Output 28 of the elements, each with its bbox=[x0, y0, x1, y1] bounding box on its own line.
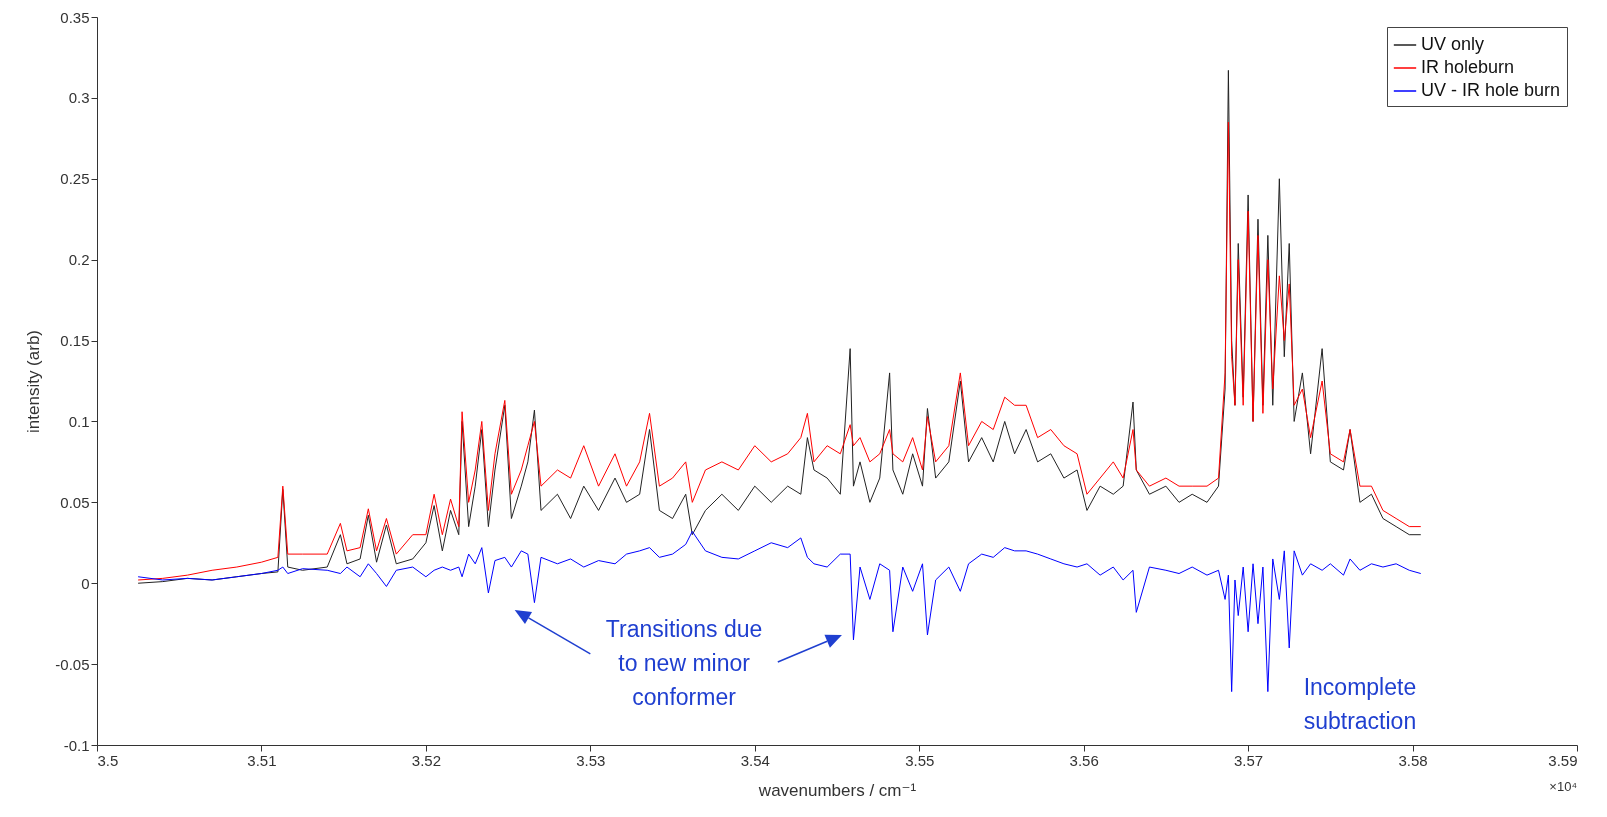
x-tick-label: 3.55 bbox=[905, 751, 935, 769]
x-tick-label: 3.5 bbox=[97, 751, 119, 769]
y-axis-title: intensity (arb) bbox=[24, 330, 44, 433]
y-tick-label: -0.1 bbox=[63, 736, 90, 754]
legend-label: UV - IR hole burn bbox=[1421, 80, 1561, 100]
y-tick-label: 0.15 bbox=[60, 332, 90, 350]
y-tick-label: 0.3 bbox=[68, 89, 90, 107]
x-tick-label: 3.59 bbox=[1548, 751, 1578, 769]
y-tick-label: 0 bbox=[81, 574, 90, 592]
annotation: Transitions due to new minor conformer bbox=[605, 615, 763, 710]
legend-label: UV only bbox=[1421, 34, 1485, 54]
x-tick-label: 3.58 bbox=[1398, 751, 1428, 769]
x-tick-label: 3.52 bbox=[411, 751, 441, 769]
x-tick-label: 3.53 bbox=[576, 751, 606, 769]
y-tick-label: 0.1 bbox=[68, 412, 90, 430]
x-tick-label: 3.57 bbox=[1234, 751, 1264, 769]
annotation: Incomplete subtraction bbox=[1303, 674, 1417, 735]
x-tick-label: 3.54 bbox=[740, 751, 770, 769]
x-axis-title: wavenumbers / cm⁻¹ bbox=[757, 780, 917, 800]
x-tick-label: 3.56 bbox=[1069, 751, 1099, 769]
y-tick-label: -0.05 bbox=[55, 655, 90, 673]
y-tick-label: 0.2 bbox=[68, 251, 90, 269]
y-tick-label: 0.05 bbox=[60, 493, 90, 511]
legend-label: IR holeburn bbox=[1421, 57, 1515, 77]
y-tick-label: 0.25 bbox=[60, 170, 90, 188]
y-tick-label: 0.35 bbox=[60, 8, 90, 26]
text: ×10⁴ bbox=[1549, 779, 1577, 794]
x-tick-label: 3.51 bbox=[247, 751, 277, 769]
